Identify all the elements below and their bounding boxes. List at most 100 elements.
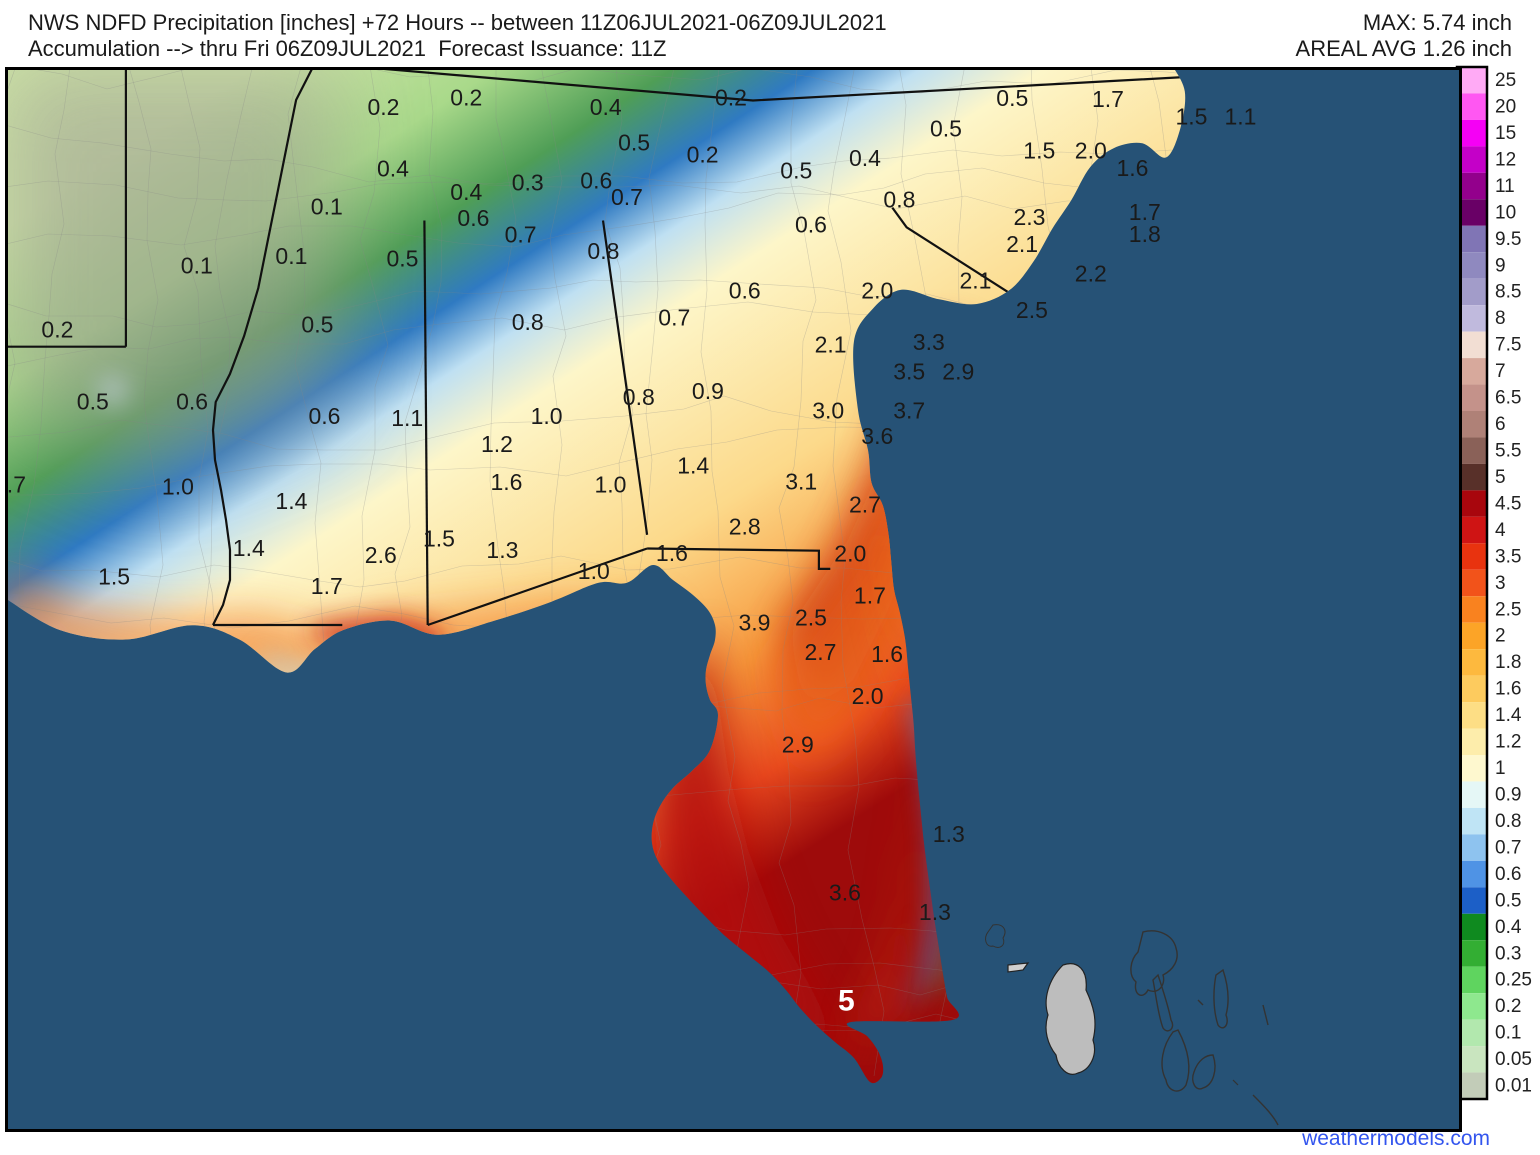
svg-text:0.6: 0.6	[309, 403, 341, 429]
svg-text:0.8: 0.8	[512, 309, 544, 335]
svg-text:0.05: 0.05	[1495, 1049, 1532, 1070]
svg-text:0.6: 0.6	[1495, 864, 1521, 885]
svg-text:9.5: 9.5	[1495, 229, 1521, 250]
svg-text:3.9: 3.9	[739, 609, 771, 635]
svg-text:0.3: 0.3	[512, 170, 544, 196]
svg-text:0.3: 0.3	[531, 70, 563, 75]
svg-text:1.4: 1.4	[677, 453, 709, 479]
svg-text:6.5: 6.5	[1495, 388, 1521, 409]
svg-text:0.5: 0.5	[780, 157, 812, 183]
svg-text:7: 7	[1495, 361, 1506, 382]
svg-text:1.0: 1.0	[531, 403, 563, 429]
svg-text:10: 10	[1495, 202, 1516, 223]
svg-text:0.6: 0.6	[457, 205, 489, 231]
svg-text:6: 6	[1495, 414, 1506, 435]
svg-text:0.7: 0.7	[658, 304, 690, 330]
svg-text:2.0: 2.0	[834, 541, 866, 567]
svg-text:1.6: 1.6	[1117, 155, 1149, 181]
svg-text:0.4: 0.4	[1495, 917, 1522, 938]
svg-text:25: 25	[1495, 70, 1516, 91]
svg-text:3.1: 3.1	[785, 469, 817, 495]
svg-text:2.1: 2.1	[960, 268, 992, 294]
svg-text:2.6: 2.6	[365, 542, 397, 568]
svg-text:0.9: 0.9	[692, 378, 724, 404]
svg-text:0.1: 0.1	[275, 243, 307, 269]
svg-text:3.5: 3.5	[893, 359, 925, 385]
svg-text:1.4: 1.4	[233, 535, 265, 561]
svg-text:2: 2	[1495, 626, 1506, 647]
svg-text:0.6: 0.6	[729, 278, 761, 304]
svg-text:1.4: 1.4	[275, 488, 307, 514]
svg-text:2.5: 2.5	[1495, 599, 1521, 620]
svg-text:4: 4	[1495, 520, 1506, 541]
svg-text:5: 5	[1495, 467, 1506, 488]
svg-text:0.1: 0.1	[1495, 1023, 1521, 1044]
svg-text:0.2: 0.2	[1495, 996, 1521, 1017]
svg-text:0.2: 0.2	[715, 85, 747, 111]
svg-text:0.8: 0.8	[1495, 811, 1521, 832]
svg-text:1.3: 1.3	[919, 899, 951, 925]
svg-text:0.7: 0.7	[505, 222, 537, 248]
svg-text:5.5: 5.5	[1495, 441, 1521, 462]
svg-text:0.8: 0.8	[883, 187, 915, 213]
svg-text:0.4: 0.4	[377, 156, 409, 182]
svg-text:2.8: 2.8	[729, 514, 761, 540]
svg-text:0.7: 0.7	[8, 471, 26, 497]
svg-text:0.4: 0.4	[450, 179, 482, 205]
svg-text:0.1: 0.1	[311, 193, 343, 219]
svg-text:15: 15	[1495, 123, 1516, 144]
svg-text:0.01: 0.01	[1495, 1076, 1532, 1097]
svg-text:0.5: 0.5	[301, 312, 333, 338]
svg-text:11: 11	[1495, 176, 1515, 197]
svg-text:2.5: 2.5	[795, 605, 827, 631]
svg-text:1: 1	[1495, 758, 1506, 779]
svg-text:0.7: 0.7	[611, 184, 643, 210]
svg-text:0.5: 0.5	[996, 85, 1028, 111]
svg-text:2.1: 2.1	[1006, 231, 1038, 257]
svg-text:3.0: 3.0	[812, 397, 844, 423]
svg-text:1.1: 1.1	[1225, 103, 1257, 129]
svg-text:1.6: 1.6	[656, 540, 688, 566]
svg-text:1.5: 1.5	[423, 526, 455, 552]
svg-text:2.0: 2.0	[1075, 138, 1107, 164]
svg-text:0.8: 0.8	[587, 238, 619, 264]
svg-text:1.5: 1.5	[98, 564, 130, 590]
svg-text:2.0: 2.0	[852, 683, 884, 709]
svg-text:0.4: 0.4	[849, 145, 881, 171]
svg-text:3.5: 3.5	[1495, 546, 1521, 567]
svg-text:1.1: 1.1	[391, 405, 423, 431]
svg-text:0.5: 0.5	[1495, 890, 1521, 911]
svg-text:0.2: 0.2	[368, 94, 400, 120]
svg-text:1.0: 1.0	[578, 558, 610, 584]
svg-text:1.4: 1.4	[1495, 705, 1522, 726]
svg-text:7.5: 7.5	[1495, 335, 1521, 356]
svg-text:0.25: 0.25	[1495, 970, 1532, 991]
svg-text:0.2: 0.2	[687, 141, 719, 167]
svg-text:0.6: 0.6	[176, 389, 208, 415]
svg-text:1.2: 1.2	[1495, 732, 1521, 753]
svg-text:0.9: 0.9	[1495, 785, 1521, 806]
svg-text:2.5: 2.5	[1016, 297, 1048, 323]
svg-text:1.7: 1.7	[1092, 86, 1124, 112]
svg-text:3.6: 3.6	[861, 423, 893, 449]
svg-text:1.3: 1.3	[486, 537, 518, 563]
svg-text:2.7: 2.7	[849, 492, 881, 518]
svg-text:0.5: 0.5	[77, 389, 109, 415]
svg-text:0.7: 0.7	[1495, 837, 1521, 858]
svg-text:0.3: 0.3	[1495, 943, 1521, 964]
svg-text:2.9: 2.9	[942, 359, 974, 385]
svg-text:1.0: 1.0	[162, 474, 194, 500]
svg-text:2.3: 2.3	[1014, 204, 1046, 230]
svg-text:1.5: 1.5	[1023, 138, 1055, 164]
svg-text:1.3: 1.3	[933, 821, 965, 847]
svg-text:3.7: 3.7	[893, 397, 925, 423]
svg-text:0.2: 0.2	[41, 316, 73, 342]
svg-text:0.5: 0.5	[387, 245, 419, 271]
svg-text:1.2: 1.2	[481, 431, 513, 457]
svg-text:2.7: 2.7	[805, 639, 837, 665]
svg-text:0.1: 0.1	[181, 252, 213, 278]
svg-text:1.6: 1.6	[1495, 679, 1521, 700]
svg-text:1.7: 1.7	[854, 582, 886, 608]
svg-text:8: 8	[1495, 308, 1506, 329]
svg-text:1.8: 1.8	[1495, 652, 1521, 673]
